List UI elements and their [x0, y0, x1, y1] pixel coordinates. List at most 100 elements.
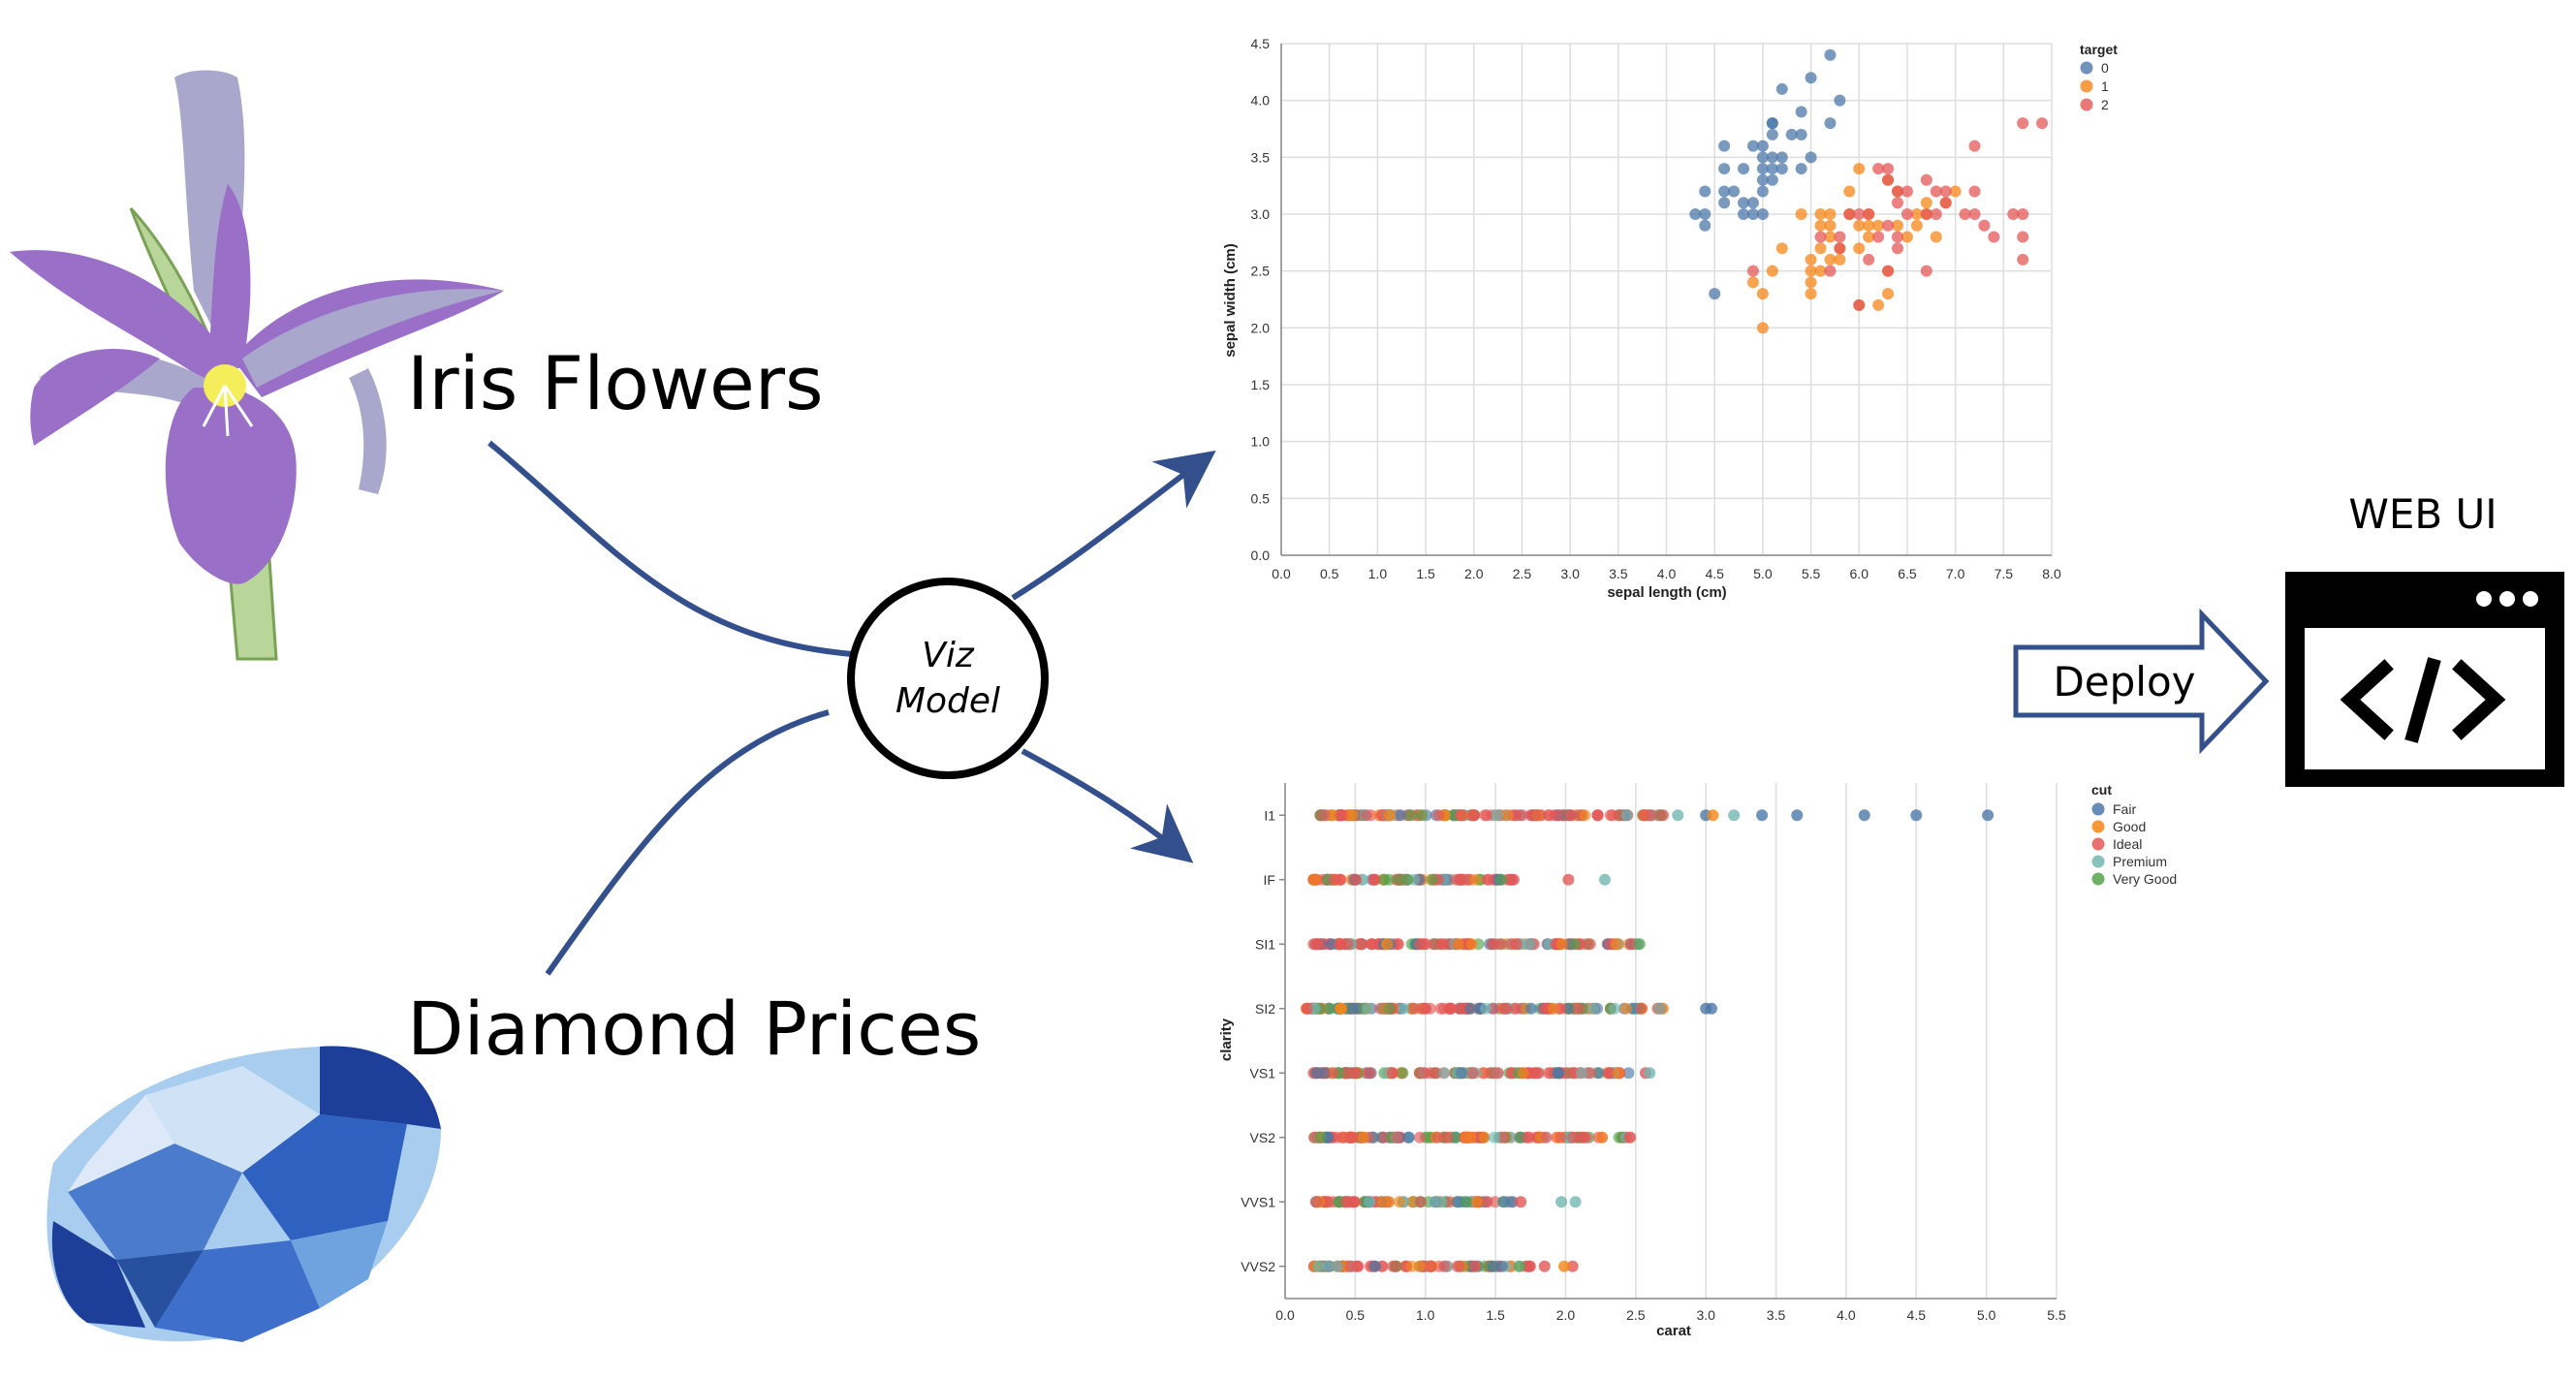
diamond-outlier-point	[1566, 1260, 1579, 1272]
diamond-point-SI1	[1490, 938, 1502, 951]
iris-point-target-0	[1746, 197, 1759, 209]
iris-point-target-2	[1968, 185, 1981, 198]
diamond-point-VS2	[1460, 1131, 1472, 1143]
diamond-y-tick-label: IF	[1264, 872, 1275, 888]
diamond-x-tick-label: 1.0	[1416, 1307, 1435, 1323]
diamond-y-tick-label: SI2	[1255, 1001, 1275, 1017]
iris-x-tick-label: 0.0	[1272, 566, 1291, 581]
diamond-chart-legend: cut Fair Good Ideal Premium Very Good	[2091, 782, 2177, 887]
iris-x-tick-label: 4.0	[1657, 566, 1677, 581]
diamond-x-tick-label: 0.0	[1275, 1307, 1295, 1323]
diamond-point-VVS1	[1364, 1196, 1376, 1208]
diamond-point-VS2	[1402, 1131, 1415, 1143]
diamond-point-IF	[1495, 873, 1508, 886]
diamond-point-I1	[1620, 809, 1633, 822]
diamond-chart-ticks: 0.0 0.5 1.0 1.5 2.0 2.5 3.0 3.5 4.0 4.5 5.0 5.5 I1 IF…	[1241, 807, 2066, 1323]
diamond-y-tick-label: VVS1	[1241, 1194, 1275, 1209]
diamond-point-SI2	[1301, 1002, 1313, 1015]
diamond-point-VS2	[1497, 1131, 1510, 1143]
iris-point-target-1	[1805, 265, 1817, 277]
diamond-point-SI2	[1562, 1002, 1575, 1015]
diamond-point-VS2	[1357, 1131, 1369, 1143]
diamond-x-tick-label: 5.5	[2047, 1307, 2066, 1323]
iris-point-target-1	[1805, 276, 1817, 289]
diamond-point-I1	[1416, 809, 1429, 822]
diamond-point-IF	[1469, 873, 1482, 886]
diamond-y-axis-label: clarity	[1218, 1018, 1235, 1061]
diamond-point-VS2	[1391, 1131, 1403, 1143]
diamond-x-tick-label: 2.5	[1626, 1307, 1646, 1323]
iris-point-target-2	[1930, 185, 1942, 198]
iris-point-target-1	[1882, 288, 1895, 300]
diamond-x-tick-label: 3.0	[1696, 1307, 1715, 1323]
diamond-point-SI2	[1572, 1002, 1585, 1015]
iris-point-target-2	[1920, 265, 1932, 277]
iris-legend-title: target	[2080, 42, 2118, 57]
web-ui-icon: WEB UI	[2285, 490, 2564, 787]
diamond-point-SI1	[1354, 938, 1367, 951]
iris-point-target-0	[1718, 197, 1731, 209]
iris-point-target-2	[1892, 197, 1903, 209]
iris-point-target-2	[1930, 208, 1942, 220]
iris-legend-item: 1	[2101, 78, 2109, 94]
diamond-point-IF	[1383, 873, 1396, 886]
diamond-point-VVS1	[1497, 1196, 1510, 1208]
iris-chart-points	[1689, 48, 2049, 334]
diamond-point-VS1	[1364, 1067, 1376, 1080]
iris-x-axis-label: sepal length (cm)	[1607, 584, 1726, 601]
diamond-x-tick-label: 1.5	[1486, 1307, 1505, 1323]
diamond-point-SI2	[1539, 1002, 1552, 1015]
diamond-point-VVS2	[1332, 1260, 1344, 1272]
iris-x-tick-label: 5.5	[1802, 566, 1821, 581]
diamond-x-tick-label: 0.5	[1346, 1307, 1366, 1323]
iris-point-target-0	[1795, 128, 1807, 141]
diamond-outlier-point	[1728, 809, 1741, 822]
diamond-point-IF	[1328, 873, 1340, 886]
diamond-outlier-point	[1558, 1260, 1571, 1272]
iris-point-target-0	[1699, 208, 1712, 220]
diamond-point-SI1	[1584, 938, 1596, 951]
diamond-point-VS1	[1478, 1067, 1491, 1080]
iris-y-tick-label: 4.0	[1251, 93, 1271, 109]
diamond-point-VS1	[1603, 1067, 1616, 1080]
iris-point-target-2	[1863, 208, 1875, 220]
iris-point-target-1	[1872, 298, 1885, 311]
iris-point-target-2	[1968, 140, 1981, 152]
diamond-point-VVS1	[1393, 1196, 1405, 1208]
iris-point-target-0	[1805, 72, 1817, 84]
iris-point-target-1	[1910, 208, 1923, 220]
diamond-point-VS1	[1585, 1067, 1597, 1080]
diamond-outlier-point	[1982, 809, 1995, 822]
diamond-point-VVS2	[1495, 1260, 1508, 1272]
iris-point-target-0	[1766, 117, 1778, 130]
iris-point-target-1	[1853, 219, 1866, 232]
diamond-point-SI1	[1420, 938, 1432, 951]
diamond-outlier-point	[1555, 1196, 1568, 1208]
iris-point-target-2	[1978, 219, 1991, 232]
iris-point-target-1	[1920, 197, 1932, 209]
diamond-point-VS2	[1580, 1131, 1592, 1143]
iris-point-target-0	[1766, 128, 1778, 141]
iris-point-target-0	[1795, 106, 1807, 118]
web-ui-label: WEB UI	[2348, 490, 2497, 538]
diamond-point-VVS1	[1340, 1196, 1353, 1208]
iris-point-target-0	[1775, 163, 1788, 175]
diamond-point-IF	[1394, 873, 1406, 886]
iris-point-target-1	[1863, 231, 1875, 243]
iris-point-target-2	[1834, 231, 1846, 243]
diamond-point-SI2	[1608, 1002, 1620, 1015]
model-to-diamond-chart-arrow	[1021, 748, 1194, 863]
iris-point-target-0	[1718, 163, 1731, 175]
diamond-point-SI1	[1465, 938, 1478, 951]
iris-y-tick-label: 3.0	[1251, 206, 1271, 222]
iris-point-target-1	[1814, 219, 1827, 232]
iris-point-target-2	[1853, 208, 1866, 220]
diamond-point-SI2	[1488, 1002, 1500, 1015]
iris-point-target-2	[2017, 231, 2029, 243]
diamond-outlier-point	[1569, 1196, 1582, 1208]
diamond-to-model-connector	[545, 709, 830, 976]
diamond-point-VVS2	[1425, 1260, 1437, 1272]
iris-legend-swatch	[2080, 98, 2093, 111]
iris-point-target-1	[1853, 242, 1866, 255]
iris-point-target-1	[1949, 185, 1962, 198]
